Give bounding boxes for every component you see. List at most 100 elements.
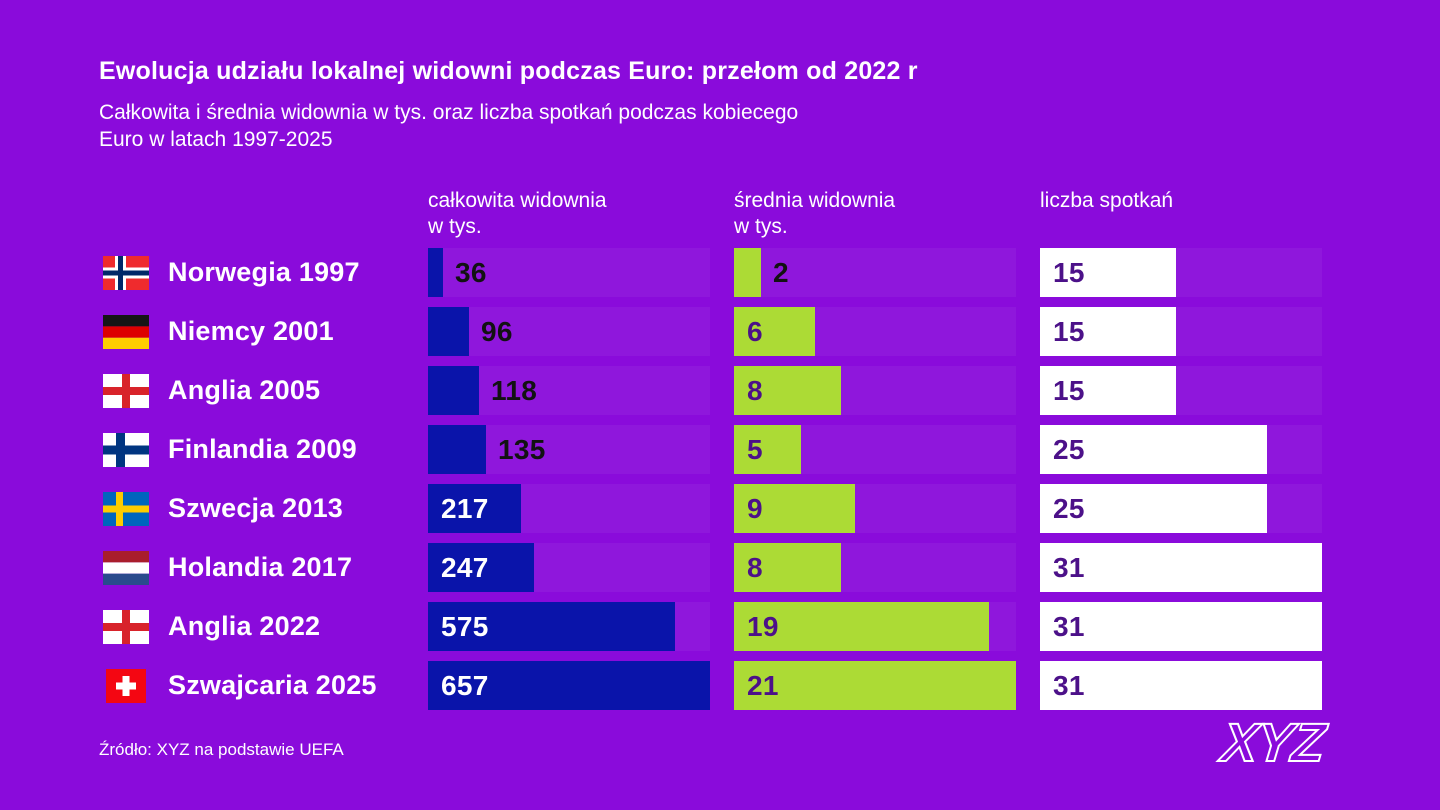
bar-value-label: 96 — [481, 315, 513, 347]
source-note: Źródło: XYZ na podstawie UEFA — [99, 740, 344, 759]
column-headers: całkowita widownia w tys. średnia widown… — [99, 188, 1346, 240]
avg-cell: 8 — [734, 366, 1016, 415]
matches-cell: 31 — [1040, 543, 1322, 592]
total-bar — [428, 602, 675, 651]
total-bar — [428, 484, 521, 533]
country-year-label: Finlandia 2009 — [168, 434, 357, 464]
column-header-average-line1: średnia widownia — [734, 189, 896, 212]
matches-bar — [1040, 366, 1176, 415]
bar-value-label: 247 — [441, 551, 489, 583]
bar-value-label: 31 — [1053, 551, 1085, 583]
country-year-label: Anglia 2022 — [168, 611, 321, 641]
page-title: Ewolucja udziału lokalnej widowni podcza… — [99, 57, 918, 85]
matches-bar — [1040, 248, 1176, 297]
total-bar — [428, 248, 443, 297]
avg-cell: 9 — [734, 484, 1016, 533]
subtitle-line-2: Euro w latach 1997-2025 — [99, 128, 333, 151]
country-year-label: Szwecja 2013 — [168, 493, 344, 523]
country-year-label: Anglia 2005 — [168, 375, 321, 405]
flag-england-icon — [103, 609, 149, 644]
total-cell: 135 — [428, 425, 710, 474]
total-bar — [428, 661, 710, 710]
bar-value-label: 217 — [441, 492, 489, 524]
avg-cell: 6 — [734, 307, 1016, 356]
bar-value-label: 8 — [747, 374, 763, 406]
total-cell: 575 — [428, 602, 710, 651]
total-bar — [428, 366, 479, 415]
avg-cell: 21 — [734, 661, 1016, 710]
column-header-average: średnia widownia w tys. — [734, 188, 1016, 240]
avg-cell: 2 — [734, 248, 1016, 297]
avg-bar — [734, 484, 855, 533]
avg-bar — [734, 307, 815, 356]
flag-norway-icon — [103, 255, 149, 290]
avg-cell: 5 — [734, 425, 1016, 474]
matches-cell: 15 — [1040, 366, 1322, 415]
table-row: Szwajcaria 2025 657 21 31 — [99, 661, 1346, 710]
avg-bar — [734, 248, 761, 297]
total-cell: 36 — [428, 248, 710, 297]
bar-value-label: 25 — [1053, 492, 1085, 524]
matches-bar — [1040, 307, 1176, 356]
total-bar — [428, 307, 469, 356]
matches-cell: 15 — [1040, 248, 1322, 297]
matches-bar — [1040, 484, 1267, 533]
country-year-label: Norwegia 1997 — [168, 257, 360, 287]
bar-value-label: 25 — [1053, 433, 1085, 465]
flag-england-icon — [103, 373, 149, 408]
table-row: Anglia 2005 118 8 15 — [99, 366, 1346, 415]
bar-value-label: 9 — [747, 492, 763, 524]
table-row: Holandia 2017 247 8 31 — [99, 543, 1346, 592]
subtitle-line-1: Całkowita i średnia widownia w tys. oraz… — [99, 101, 799, 124]
column-header-total-line1: całkowita widownia — [428, 189, 607, 212]
bar-value-label: 135 — [498, 433, 546, 465]
avg-bar — [734, 366, 841, 415]
bar-value-label: 2 — [773, 256, 789, 288]
matches-bar — [1040, 543, 1322, 592]
bar-value-label: 19 — [747, 610, 779, 642]
country-year-label: Niemcy 2001 — [168, 316, 334, 346]
flag-germany-icon — [103, 314, 149, 349]
matches-bar — [1040, 425, 1267, 474]
bar-value-label: 15 — [1053, 374, 1085, 406]
bar-value-label: 15 — [1053, 315, 1085, 347]
flag-finland-icon — [103, 432, 149, 467]
matches-cell: 31 — [1040, 661, 1322, 710]
page-subtitle: Całkowita i średnia widownia w tys. oraz… — [99, 99, 798, 153]
chart-rows: Norwegia 1997 36 2 15 Niemcy 2001 96 6 15 Anglia… — [99, 248, 1346, 720]
avg-bar — [734, 661, 1016, 710]
bar-value-label: 8 — [747, 551, 763, 583]
matches-cell: 31 — [1040, 602, 1322, 651]
bar-value-label: 31 — [1053, 610, 1085, 642]
flag-netherlands-icon — [103, 550, 149, 585]
bar-value-label: 31 — [1053, 669, 1085, 701]
table-row: Finlandia 2009 135 5 25 — [99, 425, 1346, 474]
bar-value-label: 118 — [491, 374, 538, 406]
total-bar — [428, 425, 486, 474]
column-header-total-line2: w tys. — [428, 215, 482, 238]
country-year-label: Szwajcaria 2025 — [168, 670, 377, 700]
table-row: Szwecja 2013 217 9 25 — [99, 484, 1346, 533]
country-year-label: Holandia 2017 — [168, 552, 353, 582]
total-cell: 247 — [428, 543, 710, 592]
matches-bar — [1040, 602, 1322, 651]
xyz-logo: XYZ — [1218, 712, 1328, 774]
bar-value-label: 21 — [747, 669, 779, 701]
flag-switzerland-icon — [103, 668, 149, 703]
matches-cell: 25 — [1040, 484, 1322, 533]
table-row: Niemcy 2001 96 6 15 — [99, 307, 1346, 356]
bar-value-label: 6 — [747, 315, 763, 347]
matches-bar — [1040, 661, 1322, 710]
matches-cell: 25 — [1040, 425, 1322, 474]
avg-bar — [734, 543, 841, 592]
total-cell: 657 — [428, 661, 710, 710]
column-header-matches: liczba spotkań — [1040, 188, 1322, 240]
avg-bar — [734, 602, 989, 651]
bar-value-label: 657 — [441, 669, 489, 701]
table-row: Anglia 2022 575 19 31 — [99, 602, 1346, 651]
column-header-average-line2: w tys. — [734, 215, 788, 238]
column-header-matches-line1: liczba spotkań — [1040, 189, 1174, 212]
column-header-total: całkowita widownia w tys. — [428, 188, 710, 240]
bar-value-label: 36 — [455, 256, 487, 288]
flag-sweden-icon — [103, 491, 149, 526]
